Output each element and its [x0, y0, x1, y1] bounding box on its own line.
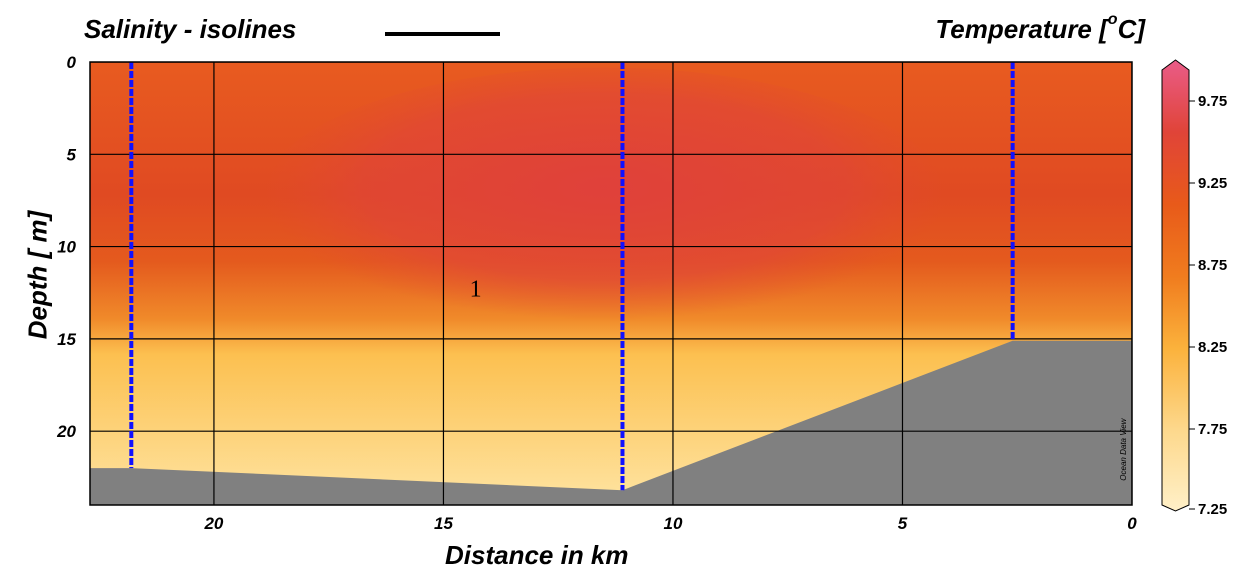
- isoline-label: 1: [470, 276, 482, 302]
- x-tick-label: 20: [203, 514, 223, 533]
- y-tick-label: 5: [67, 145, 77, 164]
- x-tick-label: 0: [1127, 514, 1137, 533]
- colorbar-tick-label: 9.25: [1198, 175, 1227, 192]
- warm-core: [260, 67, 948, 334]
- x-tick-label: 15: [434, 514, 453, 533]
- x-tick-label: 10: [664, 514, 683, 533]
- y-tick-label: 15: [57, 330, 76, 349]
- colorbar: [1161, 59, 1190, 512]
- x-axis-label: Distance in km: [445, 540, 629, 570]
- colorbar-tick-label: 7.25: [1198, 501, 1227, 518]
- legend-title: Salinity - isolines: [84, 14, 297, 44]
- y-tick-label: 20: [56, 422, 76, 441]
- x-tick-label: 5: [898, 514, 908, 533]
- colorbar-tick-label: 8.25: [1198, 339, 1227, 356]
- colorbar-tick-label: 8.75: [1198, 257, 1227, 274]
- colorbar-tick-label: 7.75: [1198, 421, 1227, 438]
- y-tick-label: 10: [57, 238, 76, 257]
- colorbar-title: Temperature [oC]: [935, 11, 1145, 44]
- colorbar-tick-label: 9.75: [1198, 93, 1227, 110]
- y-tick-label: 0: [67, 53, 77, 72]
- bathymetry: [90, 340, 1132, 505]
- legend-isoline-sample: [385, 32, 500, 36]
- plot-frame: [89, 61, 1133, 506]
- credit-text: Ocean Data View: [1119, 417, 1128, 480]
